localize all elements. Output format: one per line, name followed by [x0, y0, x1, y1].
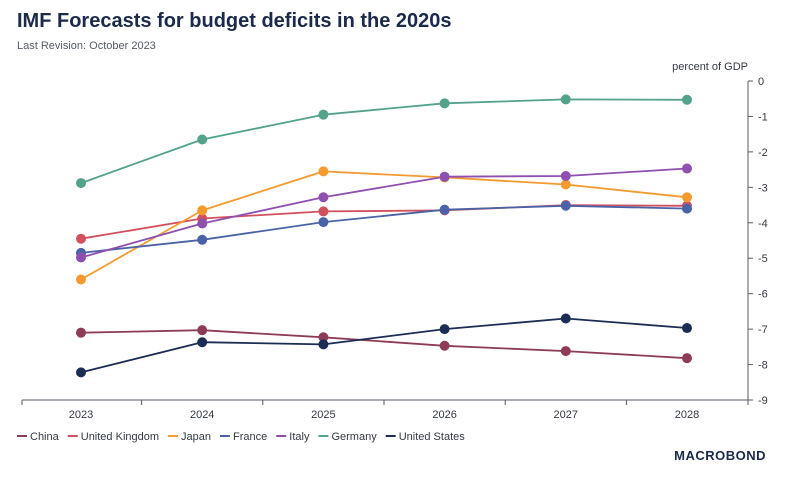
y-tick-label: -1 — [758, 111, 768, 123]
data-point-italy — [439, 171, 450, 182]
legend-label: Italy — [289, 431, 310, 443]
y-tick-label: -5 — [758, 253, 768, 265]
data-point-united-states — [197, 337, 208, 348]
y-tick-label: -8 — [758, 360, 768, 372]
y-tick-label: -7 — [758, 324, 768, 336]
series-line-united-kingdom — [80, 204, 688, 240]
series-line-italy — [80, 167, 688, 259]
chart-title: IMF Forecasts for budget deficits in the… — [17, 10, 452, 32]
y-tick-label: -9 — [758, 395, 768, 407]
data-point-japan — [318, 166, 329, 177]
data-point-united-states — [439, 324, 450, 335]
x-tick-label: 2025 — [311, 409, 335, 421]
legend-label: France — [233, 431, 267, 443]
data-point-france — [682, 203, 692, 214]
macrobond-logo: MACROBOND — [674, 448, 766, 463]
data-point-germany — [76, 178, 86, 189]
data-point-united-states — [560, 313, 571, 324]
data-point-japan — [682, 192, 692, 203]
legend-item-united-states: United States — [385, 431, 466, 443]
data-point-china — [682, 353, 692, 364]
data-point-germany — [560, 94, 571, 105]
y-tick-label: -6 — [758, 289, 768, 301]
data-point-france — [560, 200, 571, 211]
y-tick-label: -4 — [758, 218, 768, 230]
data-point-germany — [197, 134, 208, 145]
data-point-germany — [682, 94, 692, 105]
chart-subtitle: Last Revision: October 2023 — [17, 40, 156, 52]
series-lines — [80, 98, 688, 374]
x-tick-label: 2028 — [675, 409, 699, 421]
data-point-italy — [76, 252, 86, 263]
legend-item-france: France — [220, 431, 267, 443]
legend-item-japan: Japan — [168, 431, 211, 443]
chart-axes: 0 -1 -2 -3 -4 -5 -6 -7 -8 -9 2023 2024 2025 2026 2027 2… — [21, 76, 768, 421]
x-tick-label: 2027 — [554, 409, 578, 421]
data-point-japan — [560, 179, 571, 190]
data-point-united-kingdom — [76, 233, 86, 244]
data-point-china — [318, 332, 329, 343]
data-point-united-states — [318, 339, 329, 350]
data-point-italy — [560, 170, 571, 181]
data-point-china — [439, 340, 450, 351]
legend-item-china: China — [17, 431, 60, 443]
data-point-united-states — [76, 367, 86, 378]
chart-legend: China United Kingdom Japan France Italy Germa… — [17, 431, 465, 443]
legend-item-germany: Germany — [318, 431, 377, 443]
data-point-france — [318, 217, 329, 228]
data-point-italy — [197, 218, 208, 229]
data-point-italy — [682, 163, 692, 174]
series-line-france — [80, 204, 688, 254]
series-line-germany — [80, 98, 688, 184]
y-tick-label: 0 — [758, 76, 764, 88]
y-tick-label: -2 — [758, 147, 768, 159]
legend-item-united-kingdom: United Kingdom — [67, 431, 159, 443]
x-tick-label: 2026 — [432, 409, 456, 421]
legend-label: United Kingdom — [81, 431, 159, 443]
y-tick-label: -3 — [758, 182, 768, 194]
data-point-japan — [76, 274, 86, 285]
legend-item-italy: Italy — [276, 431, 310, 443]
data-point-germany — [318, 109, 329, 120]
data-point-united-kingdom — [318, 206, 329, 217]
data-point-italy — [318, 192, 329, 203]
series-points — [76, 94, 692, 378]
data-point-france — [197, 234, 208, 245]
legend-label: Germany — [331, 431, 377, 443]
data-point-japan — [197, 205, 208, 216]
series-line-china — [80, 329, 688, 360]
legend-label: China — [30, 431, 60, 443]
data-point-china — [560, 346, 571, 357]
y-axis-unit-label: percent of GDP — [672, 61, 748, 73]
x-tick-label: 2024 — [190, 409, 214, 421]
data-point-china — [76, 327, 86, 338]
data-point-germany — [439, 98, 450, 109]
data-point-china — [197, 325, 208, 336]
series-line-japan — [80, 170, 688, 281]
x-tick-label: 2023 — [69, 409, 93, 421]
legend-label: United States — [399, 431, 466, 443]
data-point-france — [439, 204, 450, 215]
series-line-united-states — [80, 317, 688, 374]
legend-label: Japan — [181, 431, 211, 443]
data-point-united-states — [682, 323, 692, 334]
